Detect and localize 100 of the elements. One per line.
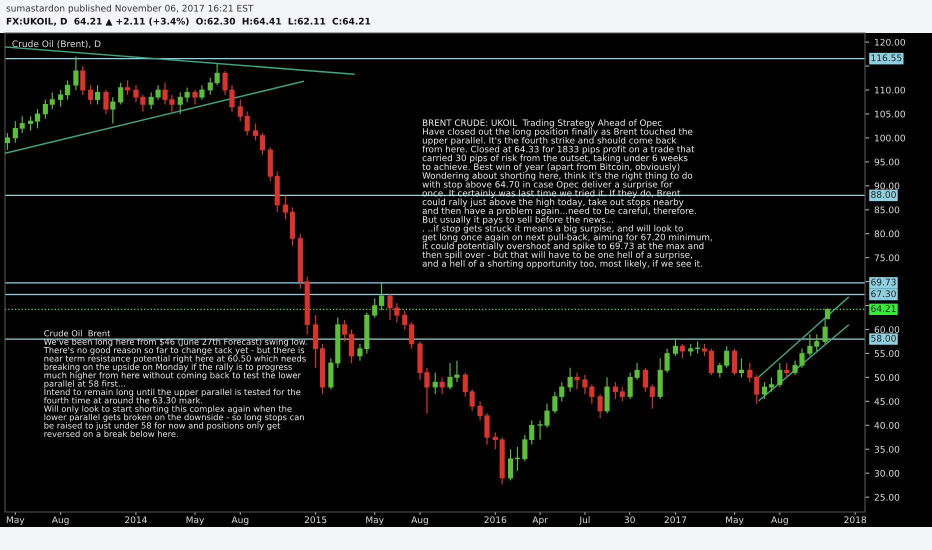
x-tick-label: Aug <box>52 516 69 525</box>
chart-subtitle: sumastardon published November 06, 2017 16:21 EST <box>6 4 254 14</box>
candlestick <box>94 84 100 105</box>
y-tick-label: 30.00 <box>874 470 900 477</box>
candlestick <box>140 94 146 112</box>
y-tick-label: 50.00 <box>874 374 900 381</box>
candlestick <box>387 293 393 320</box>
y-tick-label: 25.00 <box>874 494 900 501</box>
text: Crude Oil Brent We've been long here from $46 (June 27th Forecast) swing low. There's no good reason so far to change tack yet - but there is near term resistance potential right here at 60.50 which needs breaking on the upside on Monday if the rally is to progress much higher from here without coming back to test the lower parallel at 58 first... Intend to remain long until the upper parallel is tested for the fourth time at around the 63.30 mark. Will only look to start shorting this complex again when the lower parallel gets broken on the downside - so long stops can be raised to just under 58 for now and positions only get reversed on a break below here. <box>44 330 307 438</box>
candlestick <box>568 367 573 392</box>
candlestick <box>64 80 70 100</box>
candlestick <box>73 56 78 91</box>
x-tick-label: 2015 <box>304 516 326 524</box>
candlestick <box>447 362 453 390</box>
candlestick <box>133 84 139 103</box>
candlestick <box>762 382 768 400</box>
x-tick-label: 2017 <box>664 516 686 524</box>
x-tick-label: Aug <box>232 516 248 525</box>
y-tick-label: 95.00 <box>874 158 900 166</box>
y-tick-label: 110.00 <box>875 86 906 94</box>
ref-line-label: 58.00 <box>871 334 896 342</box>
candlestick <box>28 116 34 132</box>
candlestick <box>680 343 685 359</box>
candlestick <box>799 348 805 368</box>
candlestick <box>432 372 438 395</box>
y-tick-label: 85.00 <box>874 206 900 214</box>
x-tick-label: Apr <box>532 516 548 525</box>
x-tick-label: Aug <box>771 516 788 525</box>
candlestick <box>58 89 64 108</box>
candlestick <box>229 84 235 112</box>
candlestick <box>283 194 288 220</box>
candlestick <box>125 80 130 96</box>
ref-line-label: 88.00 <box>871 191 896 198</box>
candlestick <box>792 360 798 376</box>
x-tick-label: 2016 <box>484 516 506 524</box>
y-tick-label: 80.00 <box>874 230 900 238</box>
x-tick-label: 2018 <box>844 516 866 524</box>
candlestick <box>88 84 94 105</box>
y-tick-label: 45.00 <box>874 398 900 405</box>
candlestick <box>260 132 266 156</box>
candlestick <box>80 65 86 96</box>
candlestick <box>162 82 168 105</box>
ref-line-label: 69.73 <box>871 278 896 286</box>
x-tick-label: 30 <box>624 516 635 524</box>
candlestick <box>313 314 318 368</box>
candlestick <box>604 376 610 414</box>
x-tick-label: May <box>726 516 744 525</box>
candlestick <box>598 394 603 419</box>
candlestick <box>702 343 708 356</box>
candlestick <box>348 328 354 364</box>
candlestick <box>544 403 550 428</box>
text: FX:UKOIL, D 64.21 ▲ +2.11 (+3.4%) O:62.30 H:64.41 L:62.11 C:64.21 <box>6 18 370 26</box>
candlestick <box>642 367 648 392</box>
x-tick-label: 2014 <box>125 516 147 524</box>
ref-line-label: 67.30 <box>871 290 896 298</box>
ref-line-label: 116.55 <box>872 54 902 62</box>
x-tick-label: May <box>186 516 204 525</box>
y-tick-label: 60.00 <box>874 326 900 334</box>
y-tick-label: 55.00 <box>874 350 900 358</box>
candlestick <box>628 372 633 400</box>
candlestick <box>634 362 640 380</box>
candlestick <box>424 367 430 414</box>
y-tick-label: 120.00 <box>875 38 906 46</box>
candlestick <box>672 338 678 356</box>
text: Crude Oil (Brent), D <box>12 40 100 48</box>
candlestick <box>118 82 124 105</box>
candlestick <box>650 384 655 410</box>
candlestick <box>357 343 362 362</box>
candlestick <box>110 96 116 124</box>
candlestick <box>574 372 580 390</box>
candlestick <box>34 108 40 129</box>
candlestick <box>253 122 258 141</box>
y-tick-label: 100.00 <box>875 134 906 142</box>
candlestick <box>538 420 543 440</box>
candlestick <box>192 89 198 105</box>
candlestick <box>103 89 108 115</box>
y-tick-label: 35.00 <box>874 446 900 453</box>
candlestick <box>342 319 348 342</box>
candlestick <box>222 70 228 96</box>
ref-line-label: 64.21 <box>871 305 896 312</box>
candlestick <box>454 360 460 383</box>
x-tick-label: May <box>6 516 24 525</box>
candlestick <box>508 448 514 481</box>
y-tick-label: 105.00 <box>875 110 906 118</box>
candlestick <box>484 412 490 446</box>
candlestick <box>199 84 204 100</box>
candlestick <box>477 400 483 422</box>
y-tick-label: 90.00 <box>874 182 900 190</box>
candlestick <box>732 348 738 376</box>
x-tick-label: May <box>366 516 384 525</box>
y-tick-label: 40.00 <box>874 422 900 429</box>
x-tick-label: Aug <box>411 516 428 525</box>
candlestick <box>708 348 714 376</box>
candlestick <box>738 358 744 378</box>
candlestick <box>440 376 445 395</box>
candlestick <box>169 94 174 112</box>
x-tick-label: Jul <box>578 516 590 525</box>
candlestick <box>777 362 782 388</box>
candlestick <box>768 376 774 392</box>
candlestick <box>394 302 400 323</box>
